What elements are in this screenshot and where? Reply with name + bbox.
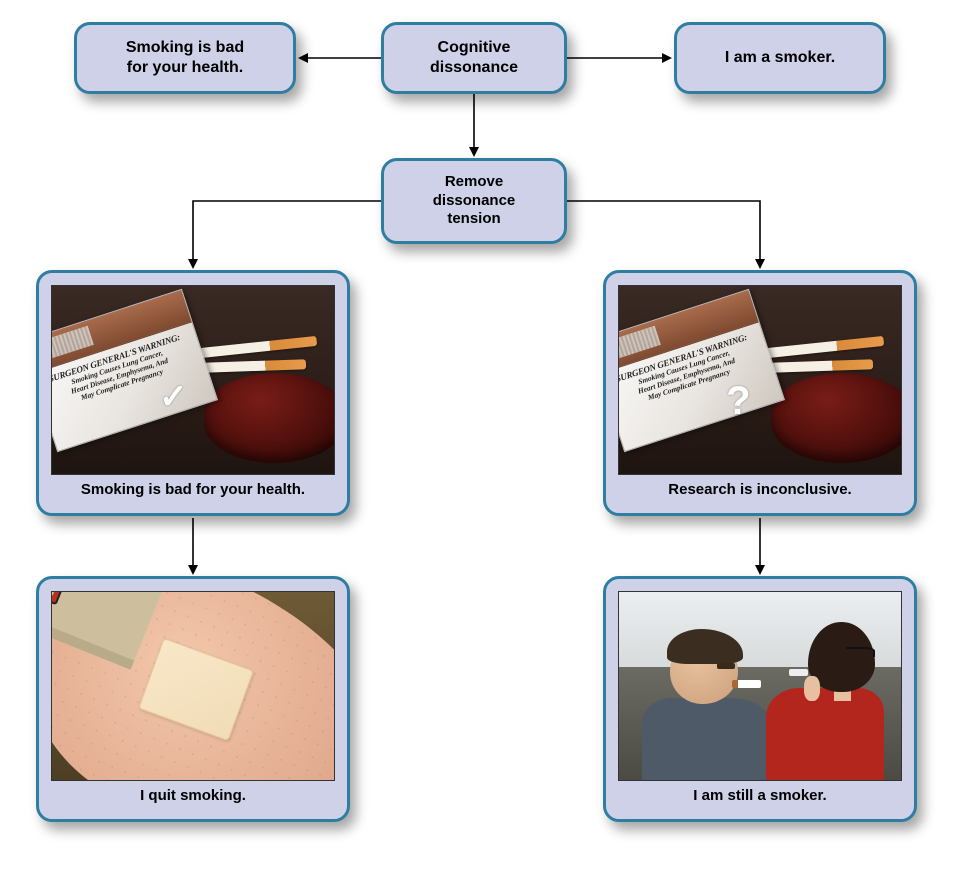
node-quit-image bbox=[51, 591, 335, 781]
node-still: I am still a smoker. bbox=[603, 576, 917, 822]
node-bad-label: Smoking is badfor your health. bbox=[126, 38, 244, 78]
node-deny: SURGEON GENERAL'S WARNING: Smoking Cause… bbox=[603, 270, 917, 516]
node-accept-label: Smoking is bad for your health. bbox=[81, 481, 305, 500]
node-bad: Smoking is badfor your health. bbox=[74, 22, 296, 94]
edge-remove-to-accept bbox=[193, 201, 381, 267]
node-remove-label: Removedissonancetension bbox=[433, 173, 516, 229]
node-quit: I quit smoking. bbox=[36, 576, 350, 822]
node-deny-label: Research is inconclusive. bbox=[668, 481, 851, 500]
node-accept-image: SURGEON GENERAL'S WARNING: Smoking Cause… bbox=[51, 285, 335, 475]
overlay-mark-icon: ? bbox=[726, 376, 750, 426]
node-deny-image: SURGEON GENERAL'S WARNING: Smoking Cause… bbox=[618, 285, 902, 475]
edge-remove-to-deny bbox=[567, 201, 760, 267]
node-cog-label: Cognitivedissonance bbox=[430, 38, 518, 78]
node-smoker: I am a smoker. bbox=[674, 22, 886, 94]
overlay-mark-icon: ✓ bbox=[159, 376, 188, 419]
node-accept: SURGEON GENERAL'S WARNING: Smoking Cause… bbox=[36, 270, 350, 516]
node-still-label: I am still a smoker. bbox=[693, 787, 826, 806]
node-remove: Removedissonancetension bbox=[381, 158, 567, 244]
node-still-image bbox=[618, 591, 902, 781]
node-smoker-label: I am a smoker. bbox=[725, 48, 835, 68]
node-quit-label: I quit smoking. bbox=[140, 787, 246, 806]
flowchart: { "diagram": { "type": "flowchart", "bac… bbox=[0, 0, 975, 875]
node-cog: Cognitivedissonance bbox=[381, 22, 567, 94]
